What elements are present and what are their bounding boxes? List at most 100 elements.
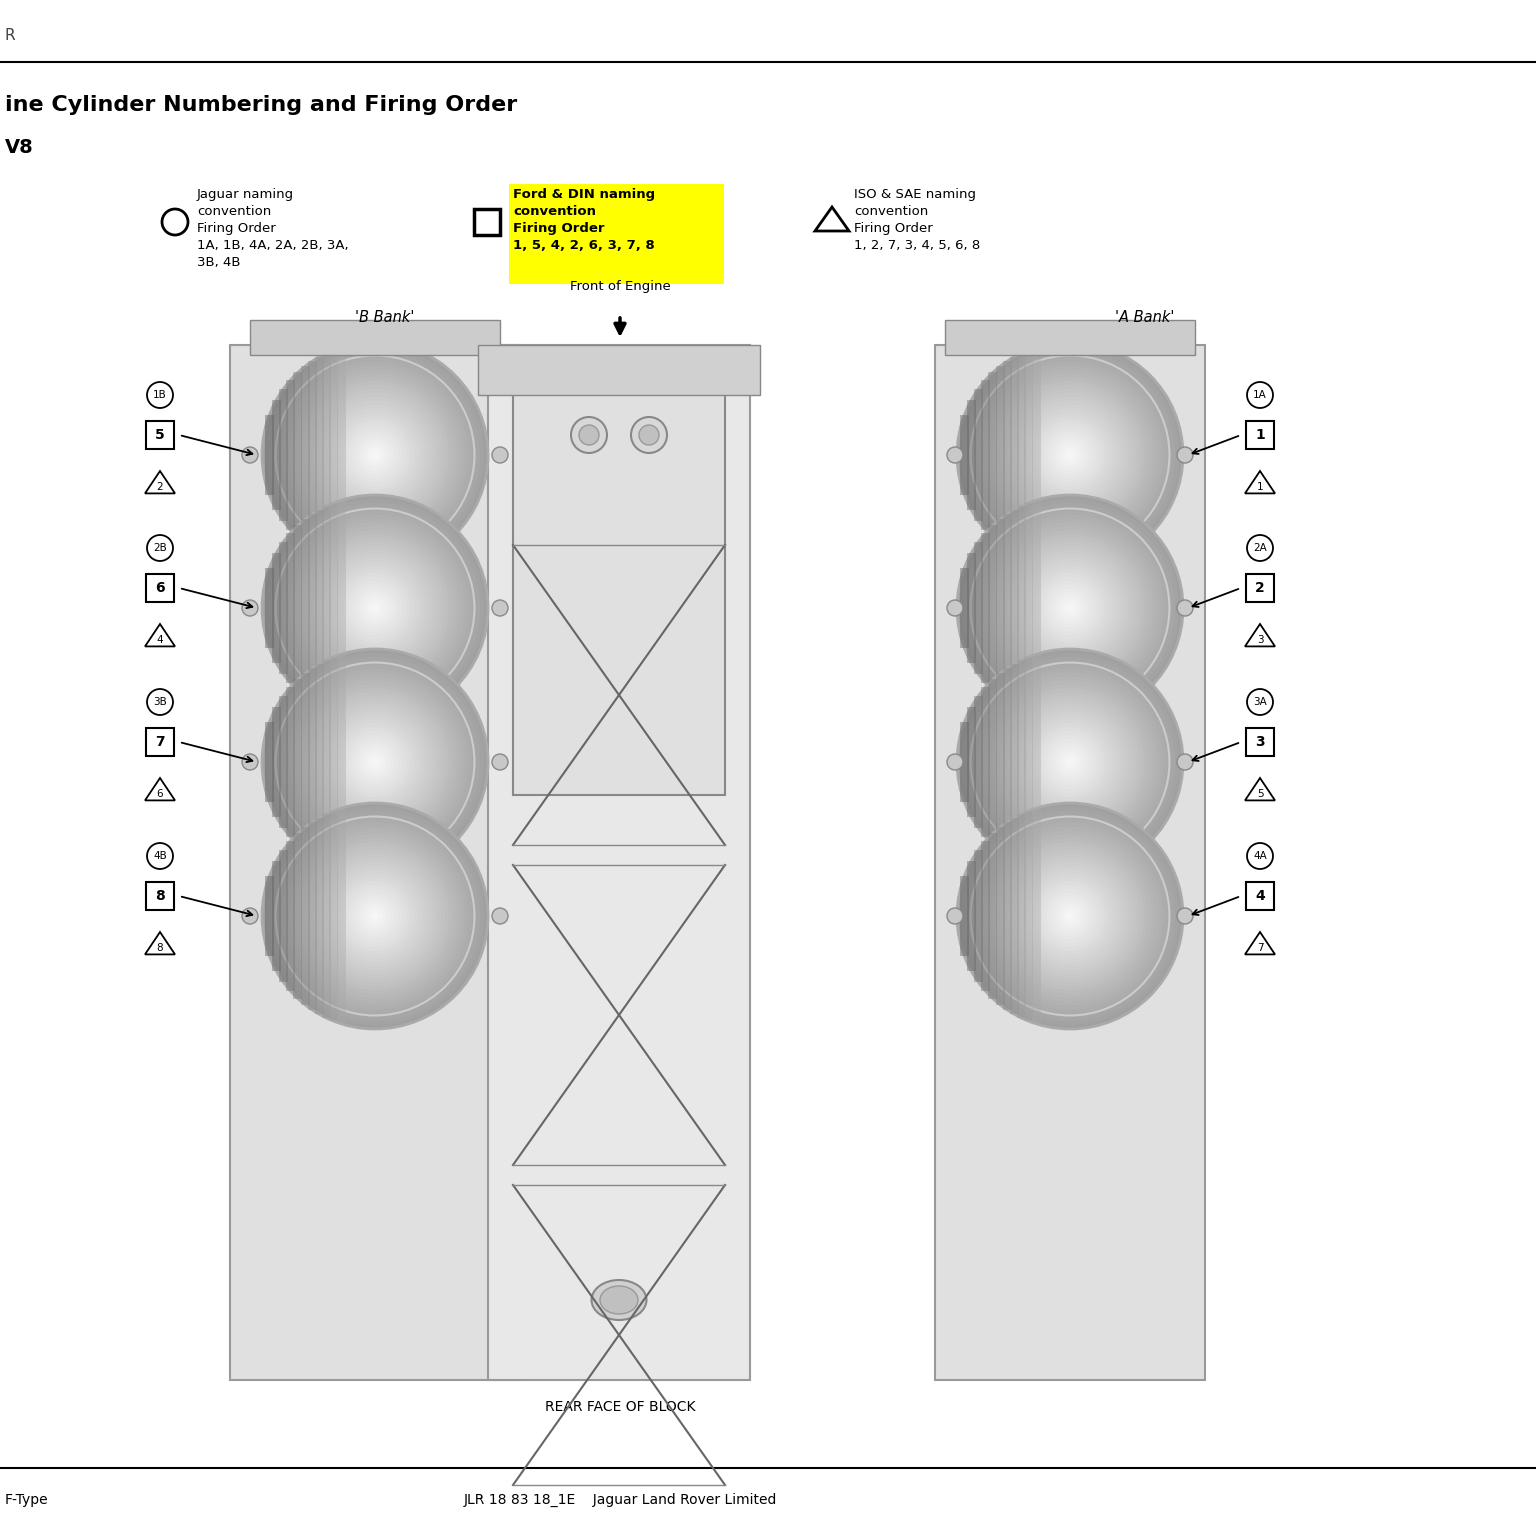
Circle shape (347, 889, 402, 943)
Circle shape (965, 502, 1175, 713)
Circle shape (270, 811, 481, 1021)
Bar (995, 519, 1005, 697)
Bar (264, 568, 273, 648)
Bar (315, 817, 324, 1014)
Bar (146, 421, 174, 449)
Bar (286, 379, 295, 530)
Bar (974, 849, 983, 983)
Circle shape (1043, 581, 1097, 636)
Circle shape (352, 892, 398, 940)
Text: JLR 18 83 18_1E    Jaguar Land Rover Limited: JLR 18 83 18_1E Jaguar Land Rover Limite… (464, 1493, 777, 1507)
Circle shape (1038, 424, 1101, 487)
Circle shape (243, 754, 258, 770)
Circle shape (988, 680, 1152, 843)
Circle shape (995, 381, 1144, 528)
Circle shape (359, 439, 390, 470)
Circle shape (1038, 731, 1101, 793)
Bar (272, 860, 281, 971)
Circle shape (972, 665, 1167, 860)
Circle shape (1003, 849, 1137, 982)
Circle shape (289, 831, 461, 1001)
Circle shape (1020, 711, 1121, 813)
Bar (945, 319, 1195, 355)
Circle shape (1046, 432, 1094, 478)
Circle shape (329, 869, 422, 963)
Circle shape (304, 846, 445, 986)
Text: 2: 2 (157, 482, 163, 492)
Circle shape (355, 742, 395, 782)
Circle shape (985, 522, 1155, 694)
Bar (995, 673, 1005, 851)
Text: 1: 1 (1255, 429, 1264, 442)
Circle shape (985, 369, 1155, 541)
Bar (982, 379, 991, 530)
Circle shape (367, 908, 382, 923)
Bar (264, 877, 273, 955)
Circle shape (352, 585, 398, 631)
Bar (1246, 421, 1273, 449)
Bar (280, 849, 289, 983)
Circle shape (332, 719, 418, 805)
Bar (1017, 660, 1026, 865)
Text: 1: 1 (1256, 482, 1263, 492)
Circle shape (492, 601, 508, 616)
Circle shape (355, 897, 395, 935)
Circle shape (985, 676, 1155, 848)
Circle shape (1058, 596, 1081, 619)
Circle shape (278, 665, 473, 860)
Circle shape (301, 842, 449, 991)
Bar (315, 510, 324, 707)
Circle shape (273, 814, 476, 1017)
Circle shape (332, 412, 418, 498)
Circle shape (286, 366, 464, 545)
Circle shape (324, 711, 425, 813)
Circle shape (571, 416, 607, 453)
Circle shape (1043, 889, 1097, 943)
Circle shape (301, 535, 449, 682)
Circle shape (321, 401, 430, 510)
Bar (1032, 347, 1040, 562)
Bar (1025, 350, 1034, 561)
Circle shape (336, 416, 415, 495)
Circle shape (988, 373, 1152, 536)
Circle shape (962, 653, 1180, 871)
Bar (329, 502, 338, 713)
Circle shape (364, 596, 387, 619)
Bar (336, 808, 346, 1025)
Bar (1032, 654, 1040, 869)
Text: 8: 8 (157, 943, 163, 952)
Circle shape (1063, 908, 1078, 923)
Circle shape (372, 912, 379, 920)
Bar (286, 840, 295, 991)
Circle shape (977, 515, 1163, 702)
Bar (323, 660, 332, 865)
Text: 5: 5 (155, 429, 164, 442)
Bar (974, 389, 983, 521)
Circle shape (296, 376, 453, 533)
Circle shape (969, 660, 1172, 863)
Text: 4B: 4B (154, 851, 167, 862)
Circle shape (263, 495, 488, 720)
Circle shape (1058, 444, 1081, 467)
Bar (989, 679, 997, 845)
Circle shape (1012, 857, 1129, 974)
Circle shape (313, 545, 438, 670)
Circle shape (266, 806, 484, 1025)
Circle shape (957, 343, 1183, 568)
Circle shape (977, 668, 1163, 856)
Circle shape (309, 849, 441, 982)
Circle shape (1012, 550, 1129, 667)
Bar (982, 840, 991, 991)
Bar (280, 389, 289, 521)
Circle shape (965, 811, 1175, 1021)
Circle shape (355, 436, 395, 475)
Bar (508, 184, 723, 284)
Bar (146, 882, 174, 909)
Circle shape (278, 358, 473, 553)
Circle shape (1051, 436, 1089, 475)
Bar (1003, 822, 1012, 1011)
Text: Jaguar naming
convention
Firing Order
1A, 1B, 4A, 2A, 2B, 3A,
3B, 4B: Jaguar naming convention Firing Order 1A… (197, 187, 349, 269)
Bar (272, 553, 281, 664)
Circle shape (329, 716, 422, 809)
Circle shape (263, 343, 488, 568)
